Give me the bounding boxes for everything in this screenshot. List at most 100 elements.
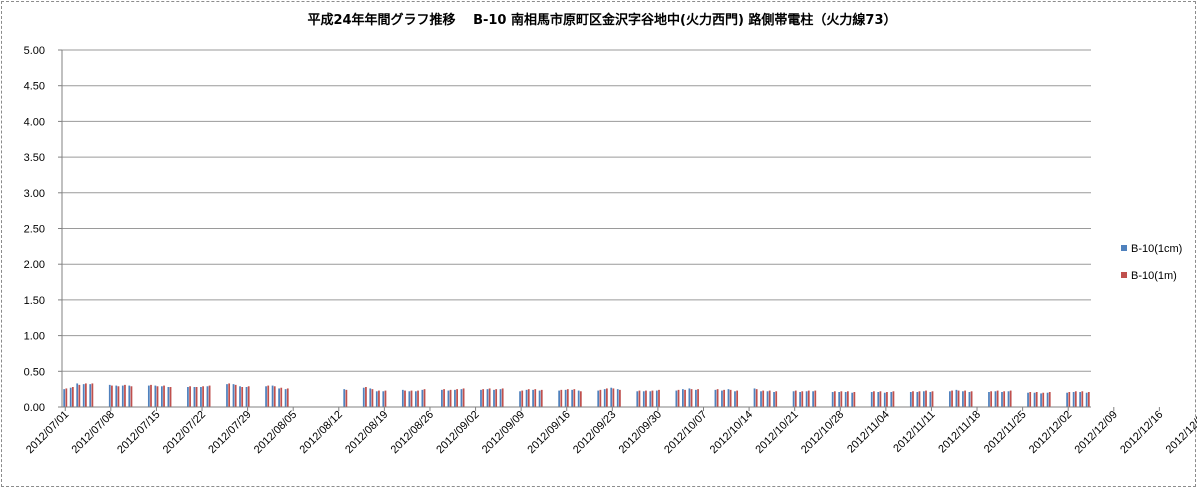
bar-1m-121 — [853, 392, 856, 407]
x-tick-label: 2012/07/15 — [115, 409, 162, 456]
bar-1cm-26 — [232, 384, 235, 407]
bar-1cm-102 — [727, 389, 730, 407]
bar-1cm-58 — [441, 389, 443, 407]
bar-1cm-59 — [447, 390, 450, 407]
bar-1m-20 — [195, 387, 198, 407]
bar-1cm-79 — [577, 390, 580, 407]
bar-1cm-52 — [401, 389, 404, 407]
y-tick-label: 1.00 — [24, 331, 45, 343]
bar-1m-113 — [801, 391, 804, 407]
bar-1m-133 — [931, 391, 934, 407]
bar-1cm-142 — [988, 392, 990, 407]
bar-1m-46 — [365, 387, 367, 407]
bar-1m-125 — [879, 391, 882, 407]
bar-1cm-4 — [89, 384, 92, 407]
bar-1m-4 — [91, 383, 94, 407]
bar-1m-27 — [241, 387, 244, 407]
bar-1m-19 — [189, 386, 191, 407]
bar-1cm-133 — [929, 392, 932, 407]
bar-1m-71 — [527, 389, 530, 407]
y-tick-label: 4.00 — [24, 116, 45, 128]
bar-1cm-49 — [382, 391, 385, 407]
bar-1cm-16 — [167, 387, 170, 407]
x-tick-label: 2012/08/05 — [252, 409, 299, 456]
bar-1cm-53 — [408, 391, 411, 407]
bar-1cm-10 — [128, 385, 131, 407]
bar-1cm-76 — [558, 390, 561, 407]
bar-1m-96 — [690, 389, 693, 407]
bar-1m-84 — [612, 388, 615, 407]
bar-1cm-118 — [831, 392, 834, 407]
x-tick-label: 2012/11/04 — [845, 409, 892, 456]
bar-1cm-78 — [571, 389, 574, 407]
bar-1m-52 — [404, 390, 406, 407]
bar-1cm-156 — [1079, 392, 1082, 407]
bar-1m-83 — [606, 388, 608, 407]
bar-1cm-21 — [200, 387, 202, 407]
bar-1m-88 — [638, 390, 641, 407]
bar-1cm-32 — [271, 385, 274, 407]
bar-1cm-19 — [187, 387, 189, 407]
bar-1m-49 — [384, 390, 387, 407]
x-tick-label: 2012/10/07 — [662, 409, 709, 456]
bar-1m-13 — [150, 384, 152, 407]
bar-1cm-91 — [655, 390, 658, 407]
bar-1m-70 — [521, 390, 524, 407]
y-axis-ticks: 0.00 0.50 1.00 1.50 2.00 2.50 3.00 3.50 4.00 4.50… — [24, 45, 62, 414]
bar-1m-127 — [892, 391, 895, 407]
bar-1m-59 — [449, 389, 452, 407]
bar-1cm-130 — [909, 392, 912, 407]
bar-1cm-82 — [597, 390, 600, 407]
bar-1cm-106 — [753, 388, 756, 407]
bar-1cm-150 — [1040, 393, 1042, 407]
bar-1cm-34 — [284, 389, 287, 407]
bar-1cm-46 — [362, 387, 365, 407]
y-tick-label: 3.50 — [24, 152, 45, 164]
bar-1cm-3 — [82, 384, 85, 407]
bar-1m-25 — [228, 383, 231, 407]
bar-1cm-88 — [636, 391, 639, 407]
bar-1cm-119 — [838, 392, 841, 407]
x-tick-label: 2012/08/19 — [343, 409, 390, 456]
bar-1cm-15 — [160, 386, 163, 407]
bar-1m-2 — [78, 384, 81, 407]
bar-1m-137 — [957, 390, 960, 407]
bar-1cm-143 — [994, 391, 997, 407]
x-tick-label: 2012/10/28 — [799, 409, 846, 456]
bar-1m-1 — [71, 387, 74, 407]
bar-1cm-67 — [499, 389, 502, 407]
bar-1cm-14 — [154, 385, 157, 407]
bar-1m-97 — [697, 389, 699, 407]
bar-1m-79 — [579, 391, 582, 407]
bar-1cm-48 — [375, 391, 378, 407]
bar-1cm-83 — [603, 389, 606, 407]
bar-1cm-7 — [108, 384, 111, 407]
legend: B-10(1cm) B-10(1m) — [1121, 243, 1182, 282]
bar-1m-156 — [1081, 391, 1084, 407]
x-tick-label: 2012/11/18 — [936, 409, 983, 456]
series-1m-bars — [65, 383, 1090, 407]
x-tick-label: 2012/07/01 — [24, 409, 71, 456]
x-tick-label: 2012/08/26 — [389, 409, 436, 456]
bar-1m-66 — [495, 389, 498, 407]
x-tick-label: 2012/09/09 — [480, 409, 527, 456]
x-tick-label: 2012/12/16 — [1118, 409, 1165, 456]
bar-1cm-2 — [76, 383, 79, 407]
bar-1m-67 — [501, 388, 504, 407]
bar-1cm-25 — [226, 384, 228, 407]
bar-1cm-22 — [206, 386, 209, 407]
legend-label-1m: B-10(1m) — [1131, 270, 1177, 282]
legend-label-1cm: B-10(1cm) — [1131, 243, 1182, 255]
bar-1cm-138 — [962, 391, 964, 407]
bar-1m-73 — [540, 389, 543, 407]
bar-1m-131 — [918, 391, 921, 407]
bar-1m-106 — [755, 389, 758, 407]
bar-1cm-113 — [799, 392, 801, 407]
bar-1cm-124 — [870, 392, 873, 407]
bar-1m-3 — [84, 383, 87, 407]
bar-1m-55 — [423, 389, 426, 407]
bar-1cm-97 — [695, 389, 697, 407]
bar-1cm-73 — [538, 390, 541, 407]
bar-1cm-114 — [805, 391, 808, 407]
bar-1cm-94 — [675, 390, 678, 407]
